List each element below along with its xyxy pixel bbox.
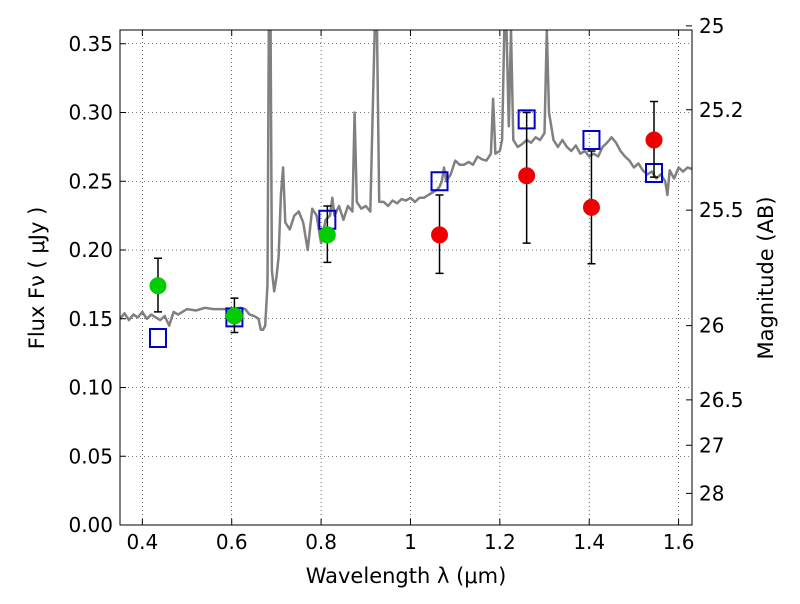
mag-tick-label: 28 xyxy=(699,481,724,505)
x-tick-label: 1 xyxy=(404,530,417,554)
data-point xyxy=(645,131,663,149)
spectrum-line xyxy=(120,30,692,332)
x-tick-label: 0.8 xyxy=(305,530,337,554)
y-tick-label: 0.25 xyxy=(68,169,113,193)
tick-layer xyxy=(120,25,692,526)
model-photometry-square xyxy=(148,328,167,348)
x-tick-label: 0.6 xyxy=(216,530,248,554)
x-tick-label: 1.6 xyxy=(663,530,695,554)
data-point xyxy=(518,167,536,185)
y-tick-label: 0.35 xyxy=(68,32,113,56)
data-point xyxy=(318,226,336,244)
label-layer: 0.4 0.6 0.8 1 1.2 1.4 1.6 0.00 0.05 0.10 0.15 0.20 0… xyxy=(68,14,743,554)
mag-tick-label: 25 xyxy=(699,14,724,38)
mag-tick-label: 25.2 xyxy=(699,98,744,122)
model-photometry-square xyxy=(430,171,449,192)
data-point xyxy=(149,277,167,295)
y-tick-label: 0.10 xyxy=(68,376,113,400)
spectrum-layer xyxy=(120,30,692,332)
model-photometry-square xyxy=(582,130,601,150)
y-tick-label: 0.30 xyxy=(68,101,113,125)
marker-layer xyxy=(148,100,664,348)
y-tick-label: 0.05 xyxy=(68,444,113,468)
data-point xyxy=(431,226,449,244)
x-tick-label: 1.2 xyxy=(484,530,516,554)
y-tick-label: 0.15 xyxy=(68,307,113,331)
mag-tick-label: 26.5 xyxy=(699,388,744,412)
mag-tick-label: 26 xyxy=(699,314,724,338)
mag-tick-label: 25.5 xyxy=(699,198,744,222)
x-axis-label: Wavelength λ (μm) xyxy=(306,564,507,588)
y-tick-label: 0.00 xyxy=(68,513,113,537)
data-point xyxy=(225,307,243,325)
mag-tick-label: 27 xyxy=(699,433,724,457)
plot-area xyxy=(120,30,692,525)
x-tick-label: 0.4 xyxy=(126,530,158,554)
y-axis-label: Flux Fν ( μJy ) xyxy=(25,207,49,350)
data-point xyxy=(582,198,600,216)
y-tick-label: 0.20 xyxy=(68,238,113,262)
y2-axis-label: Magnitude (AB) xyxy=(754,196,778,359)
x-tick-label: 1.4 xyxy=(573,530,605,554)
plot-frame xyxy=(119,29,693,526)
